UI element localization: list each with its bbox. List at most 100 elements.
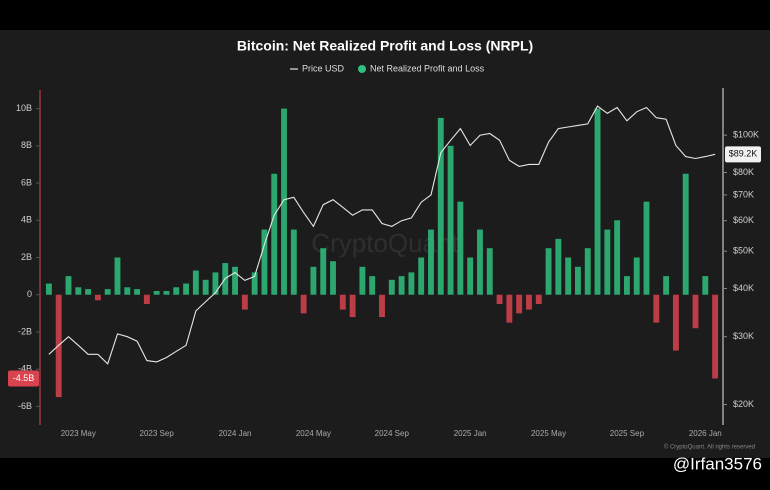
current-value-tag <box>8 370 39 387</box>
x-tick-label: 2025 Jan <box>454 429 487 438</box>
bar <box>232 266 238 295</box>
y-tick-label: 0 <box>27 289 32 299</box>
bar <box>555 238 562 295</box>
current-value-tag <box>725 146 761 163</box>
bar <box>418 257 425 295</box>
bar <box>447 145 454 295</box>
chart-background <box>0 30 770 458</box>
bar <box>251 272 258 295</box>
price-line <box>48 105 716 365</box>
y-tick-label: 8B <box>21 140 32 150</box>
bar <box>183 283 189 295</box>
bar <box>672 294 679 351</box>
chart-title: Bitcoin: Net Realized Profit and Loss (N… <box>237 38 533 54</box>
y-tick-label: -4B <box>18 364 32 374</box>
bar <box>712 294 719 379</box>
bar <box>575 266 581 295</box>
bar <box>477 229 483 295</box>
bar <box>614 220 621 295</box>
bar <box>388 279 395 295</box>
bar <box>261 229 268 295</box>
y2-tick-label: $50K <box>733 246 754 256</box>
y-tick-label: -2B <box>18 326 32 336</box>
bar <box>457 201 464 295</box>
y-tick-label: 10B <box>16 103 32 113</box>
y2-tick-label: $30K <box>733 331 754 341</box>
y-tick-label: 4B <box>21 215 32 225</box>
y-tick-label: -6B <box>18 401 32 411</box>
bar <box>535 294 542 305</box>
bar <box>271 173 278 295</box>
bar <box>526 294 532 310</box>
bar <box>143 294 150 305</box>
bar <box>467 257 474 295</box>
bar <box>134 289 141 295</box>
bar <box>75 287 82 295</box>
x-tick-label: 2025 Sep <box>610 429 645 438</box>
legend-label: Price USD <box>302 63 345 73</box>
bar <box>104 289 111 295</box>
y-tick-label: 2B <box>21 252 32 262</box>
y2-tick-label: $80K <box>733 167 754 177</box>
bar <box>623 276 630 295</box>
credit: @Irfan3576 <box>673 454 762 473</box>
bar <box>310 266 317 295</box>
bar <box>594 108 601 295</box>
bar <box>124 287 131 295</box>
bar <box>163 291 170 295</box>
bar <box>192 270 199 295</box>
x-tick-label: 2026 Jan <box>689 429 722 438</box>
y2-tick-label: $60K <box>733 215 754 225</box>
bar <box>506 294 513 323</box>
bar <box>45 283 52 295</box>
bar <box>398 276 405 295</box>
x-tick-label: 2025 May <box>531 429 566 438</box>
y-tick-label: 6B <box>21 177 32 187</box>
bar <box>281 108 287 295</box>
bar <box>653 294 660 323</box>
bar <box>114 257 121 295</box>
x-tick-label: 2023 Sep <box>140 429 175 438</box>
y2-tick-label: $40K <box>733 283 754 293</box>
y2-tick-label: $20K <box>733 399 754 409</box>
bar <box>408 272 415 295</box>
bar <box>202 279 209 295</box>
bar <box>300 294 307 314</box>
copyright: © CryptoQuant. All rights reserved <box>664 444 755 451</box>
bar <box>349 294 356 318</box>
bar <box>692 294 699 329</box>
current-value-label: -4.5B <box>13 373 35 383</box>
bar <box>241 294 248 310</box>
bar <box>496 294 503 305</box>
bar <box>663 276 670 295</box>
x-tick-label: 2023 May <box>61 429 96 438</box>
bar <box>94 294 101 301</box>
bar <box>565 257 572 295</box>
bar <box>702 276 709 295</box>
bar <box>65 276 72 295</box>
bar <box>428 229 434 295</box>
bar <box>153 291 160 295</box>
y2-tick-label: $70K <box>733 189 754 199</box>
legend-label: Net Realized Profit and Loss <box>370 63 485 73</box>
bar <box>330 261 336 295</box>
bar <box>173 287 180 295</box>
bar <box>212 272 219 295</box>
bar <box>379 294 385 318</box>
bar <box>369 276 376 295</box>
bar <box>643 201 650 295</box>
bar <box>545 248 552 295</box>
x-tick-label: 2024 Sep <box>375 429 410 438</box>
x-tick-label: 2024 May <box>296 429 331 438</box>
bar <box>633 257 640 295</box>
bar <box>320 248 327 295</box>
bar <box>682 173 689 295</box>
bar <box>604 229 611 295</box>
watermark: CryptoQuant <box>311 228 459 258</box>
bar <box>359 266 366 295</box>
bar <box>437 117 444 295</box>
x-tick-label: 2024 Jan <box>219 429 252 438</box>
bar <box>516 294 523 314</box>
bar <box>290 229 297 295</box>
